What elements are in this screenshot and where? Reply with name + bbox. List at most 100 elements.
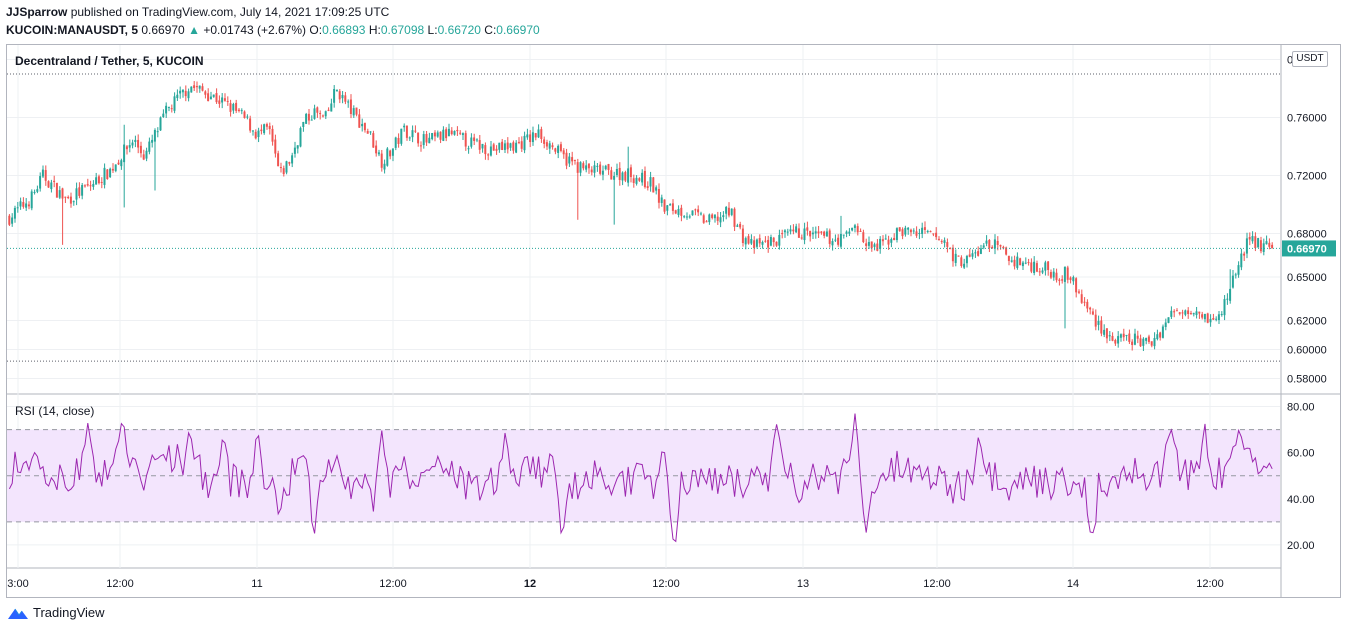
candle-body [1131, 341, 1134, 345]
candle-body [705, 221, 708, 223]
open-value: 0.66893 [322, 23, 366, 37]
chart-frame[interactable] [6, 44, 1341, 598]
candle-body [1145, 337, 1148, 341]
candle-body [1049, 272, 1052, 278]
last-price-label: 0.66970 [1287, 243, 1327, 255]
candle-body [461, 133, 464, 136]
candle-body [173, 96, 176, 111]
candle-body [1173, 311, 1176, 313]
candle-body [607, 164, 610, 170]
candle-body [1178, 312, 1181, 314]
footer-logo[interactable]: TradingView [7, 605, 105, 620]
candle-body [613, 175, 616, 180]
low-label: L: [427, 23, 438, 37]
candle-body [316, 107, 319, 113]
rsi-tick-label: 60.00 [1287, 448, 1315, 460]
candle-body [383, 163, 386, 170]
close-value: 0.66970 [496, 23, 540, 37]
candle-body [879, 238, 882, 249]
candle-body [1156, 334, 1159, 340]
rsi-tick-label: 40.00 [1287, 494, 1315, 506]
candle-body [918, 232, 921, 234]
candle-body [372, 133, 375, 148]
candle-body [772, 237, 775, 243]
candle-body [156, 131, 159, 133]
candle-body [425, 133, 428, 143]
candle-body [293, 147, 296, 154]
candle-body [887, 239, 890, 245]
candle-body [207, 93, 210, 102]
candle-body [1175, 310, 1178, 312]
candle-body [1136, 335, 1139, 339]
candle-body [380, 153, 383, 168]
candle-body [170, 108, 173, 110]
candle-body [767, 239, 770, 248]
candle-body [8, 215, 11, 225]
candle-body [753, 240, 756, 249]
author-name[interactable]: JJSparrow [6, 5, 68, 19]
published-text: published on TradingView.com, July 14, 2… [70, 5, 390, 19]
candle-body [537, 129, 540, 138]
candle-body [193, 85, 196, 89]
candle-body [1234, 274, 1237, 276]
candle-body [761, 241, 764, 245]
candle-body [221, 97, 224, 103]
candle-body [268, 125, 271, 130]
candle-body [1024, 262, 1027, 264]
close-label: C: [484, 23, 497, 37]
candle-body [377, 152, 380, 155]
candle-body [111, 168, 114, 171]
candle-body [1047, 261, 1050, 270]
candle-body [1033, 261, 1036, 274]
candle-body [103, 167, 106, 185]
candle-body [53, 180, 56, 182]
candle-body [1117, 336, 1120, 344]
candle-body [33, 191, 36, 193]
candle-body [313, 108, 316, 119]
candle-body [391, 148, 394, 156]
candle-body [890, 239, 893, 243]
candle-body [447, 128, 450, 137]
currency-unit-button[interactable]: USDT [1292, 51, 1328, 67]
candle-body [523, 135, 526, 151]
candle-body [657, 188, 660, 203]
candle-body [302, 121, 305, 127]
candle-body [579, 162, 582, 173]
candle-body [621, 172, 624, 181]
candle-body [719, 217, 722, 223]
candle-body [1063, 266, 1066, 282]
candle-body [663, 199, 666, 212]
candle-body [783, 230, 786, 233]
candle-body [181, 89, 184, 93]
candle-body [279, 167, 282, 169]
candle-body [344, 95, 347, 102]
candle-body [1231, 275, 1234, 288]
candle-body [977, 251, 980, 256]
candle-body [254, 131, 257, 139]
candle-body [50, 182, 53, 190]
candle-body [1052, 271, 1055, 278]
candle-body [688, 216, 691, 218]
candle-body [153, 129, 156, 142]
candle-body [702, 215, 705, 223]
tradingview-logo-icon [8, 608, 28, 619]
candle-body [996, 240, 999, 245]
candle-body [137, 139, 140, 148]
candle-body [487, 154, 490, 156]
candle-body [697, 209, 700, 213]
candle-body [629, 167, 632, 178]
candle-body [803, 228, 806, 241]
candle-body [551, 145, 554, 148]
candle-body [649, 177, 652, 187]
candle-body [1061, 279, 1064, 281]
candle-body [562, 150, 565, 155]
candle-body [212, 94, 215, 97]
candle-body [671, 203, 674, 211]
candle-body [498, 142, 501, 150]
candle-body [100, 181, 103, 183]
candle-body [1086, 301, 1089, 309]
time-tick-label: 12:00 [652, 578, 680, 590]
candle-body [1002, 246, 1005, 249]
candle-body [512, 142, 515, 151]
